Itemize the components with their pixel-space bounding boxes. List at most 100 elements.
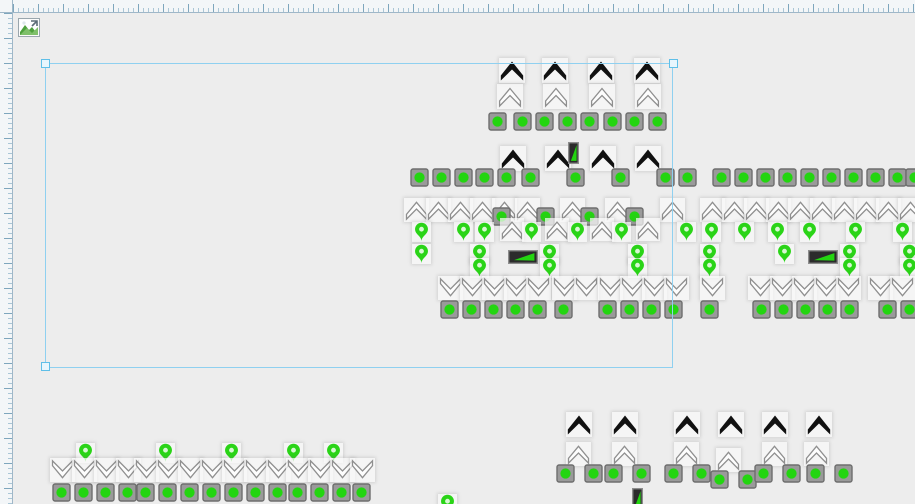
chevron-down-outline-icon[interactable] — [504, 276, 529, 300]
chevron-up-solid-icon[interactable] — [674, 412, 700, 437]
green-dot-chip-icon[interactable] — [818, 300, 837, 319]
map-pin-icon[interactable] — [612, 222, 631, 242]
map-pin-icon[interactable] — [775, 244, 794, 264]
green-dot-chip-icon[interactable] — [554, 300, 573, 319]
chevron-up-outline-icon[interactable] — [762, 442, 787, 466]
chevron-up-outline-icon[interactable] — [635, 84, 661, 109]
green-dot-chip-icon[interactable] — [288, 483, 307, 502]
green-dot-chip-icon[interactable] — [310, 483, 329, 502]
green-dot-chip-icon[interactable] — [488, 112, 507, 131]
green-dot-chip-icon[interactable] — [506, 300, 525, 319]
green-dot-chip-icon[interactable] — [796, 300, 815, 319]
green-dot-chip-icon[interactable] — [432, 168, 451, 187]
chevron-down-outline-icon[interactable] — [350, 458, 375, 482]
green-dot-chip-icon[interactable] — [352, 483, 371, 502]
map-pin-icon[interactable] — [840, 258, 859, 278]
chevron-down-outline-icon[interactable] — [792, 276, 817, 300]
green-dot-chip-icon[interactable] — [734, 168, 753, 187]
chevron-up-outline-icon[interactable] — [700, 198, 725, 222]
chevron-up-outline-icon[interactable] — [612, 442, 637, 466]
chevron-up-outline-icon[interactable] — [448, 198, 473, 222]
chevron-down-outline-icon[interactable] — [574, 276, 599, 300]
green-dot-chip-icon[interactable] — [800, 168, 819, 187]
green-dot-chip-icon[interactable] — [52, 483, 71, 502]
chevron-up-solid-icon[interactable] — [718, 412, 744, 437]
vertical-ruler[interactable] — [0, 0, 13, 504]
handle-top-right[interactable] — [669, 59, 678, 68]
green-dot-chip-icon[interactable] — [648, 112, 667, 131]
chevron-up-solid-icon[interactable] — [545, 146, 571, 171]
green-dot-chip-icon[interactable] — [700, 300, 719, 319]
chevron-down-outline-icon[interactable] — [814, 276, 839, 300]
chevron-down-outline-icon[interactable] — [244, 458, 269, 482]
chevron-down-outline-icon[interactable] — [438, 276, 463, 300]
chevron-up-outline-icon[interactable] — [500, 218, 524, 241]
chevron-down-outline-icon[interactable] — [526, 276, 551, 300]
green-dot-chip-icon[interactable] — [246, 483, 265, 502]
map-pin-icon[interactable] — [677, 222, 696, 242]
green-dot-chip-icon[interactable] — [840, 300, 859, 319]
green-dot-chip-icon[interactable] — [180, 483, 199, 502]
green-dot-chip-icon[interactable] — [536, 207, 555, 226]
chevron-up-outline-icon[interactable] — [804, 442, 829, 466]
chevron-down-outline-icon[interactable] — [890, 276, 915, 300]
map-pin-icon[interactable] — [412, 222, 431, 242]
chevron-up-outline-icon[interactable] — [545, 218, 569, 241]
chevron-up-outline-icon[interactable] — [716, 448, 741, 472]
map-pin-icon[interactable] — [454, 222, 473, 242]
green-dot-chip-icon[interactable] — [603, 112, 622, 131]
vertical-bar-icon[interactable] — [568, 142, 579, 164]
green-dot-chip-icon[interactable] — [756, 168, 775, 187]
chevron-up-outline-icon[interactable] — [722, 198, 747, 222]
chevron-up-outline-icon[interactable] — [404, 198, 429, 222]
chevron-up-outline-icon[interactable] — [898, 198, 915, 222]
horizontal-bar-icon[interactable] — [508, 250, 538, 264]
green-dot-chip-icon[interactable] — [202, 483, 221, 502]
chevron-up-solid-icon[interactable] — [762, 412, 788, 437]
chevron-down-outline-icon[interactable] — [222, 458, 247, 482]
green-dot-chip-icon[interactable] — [598, 300, 617, 319]
green-dot-chip-icon[interactable] — [632, 464, 651, 483]
chevron-up-outline-icon[interactable] — [426, 198, 451, 222]
green-dot-chip-icon[interactable] — [158, 483, 177, 502]
horizontal-ruler[interactable] — [0, 0, 915, 13]
chevron-up-solid-icon[interactable] — [542, 58, 568, 83]
map-pin-icon[interactable] — [475, 222, 494, 242]
chevron-down-outline-icon[interactable] — [836, 276, 861, 300]
green-dot-chip-icon[interactable] — [332, 483, 351, 502]
chevron-down-outline-icon[interactable] — [178, 458, 203, 482]
chevron-down-outline-icon[interactable] — [770, 276, 795, 300]
green-dot-chip-icon[interactable] — [136, 483, 155, 502]
chevron-up-outline-icon[interactable] — [590, 218, 614, 241]
chevron-down-outline-icon[interactable] — [460, 276, 485, 300]
chevron-up-solid-icon[interactable] — [588, 58, 614, 83]
map-pin-icon[interactable] — [628, 258, 647, 278]
green-dot-chip-icon[interactable] — [754, 464, 773, 483]
chevron-down-outline-icon[interactable] — [664, 276, 689, 300]
chevron-down-outline-icon[interactable] — [72, 458, 97, 482]
horizontal-bar-icon[interactable] — [808, 250, 838, 264]
green-dot-chip-icon[interactable] — [782, 464, 801, 483]
chevron-up-outline-icon[interactable] — [876, 198, 901, 222]
green-dot-chip-icon[interactable] — [806, 464, 825, 483]
vertical-bar-icon[interactable] — [632, 488, 643, 504]
green-dot-chip-icon[interactable] — [656, 168, 675, 187]
green-dot-chip-icon[interactable] — [566, 168, 585, 187]
green-dot-chip-icon[interactable] — [774, 300, 793, 319]
green-dot-chip-icon[interactable] — [475, 168, 494, 187]
green-dot-chip-icon[interactable] — [556, 464, 575, 483]
handle-middle-left[interactable] — [41, 362, 50, 371]
green-dot-chip-icon[interactable] — [692, 464, 711, 483]
green-dot-chip-icon[interactable] — [513, 112, 532, 131]
ruler-corner[interactable] — [0, 0, 13, 13]
green-dot-chip-icon[interactable] — [710, 470, 729, 489]
chevron-up-outline-icon[interactable] — [497, 84, 523, 109]
map-pin-icon[interactable] — [568, 222, 587, 242]
green-dot-chip-icon[interactable] — [118, 483, 137, 502]
green-dot-chip-icon[interactable] — [96, 483, 115, 502]
green-dot-chip-icon[interactable] — [900, 300, 915, 319]
green-dot-chip-icon[interactable] — [462, 300, 481, 319]
green-dot-chip-icon[interactable] — [74, 483, 93, 502]
chevron-up-solid-icon[interactable] — [500, 146, 526, 171]
chevron-up-outline-icon[interactable] — [566, 442, 591, 466]
